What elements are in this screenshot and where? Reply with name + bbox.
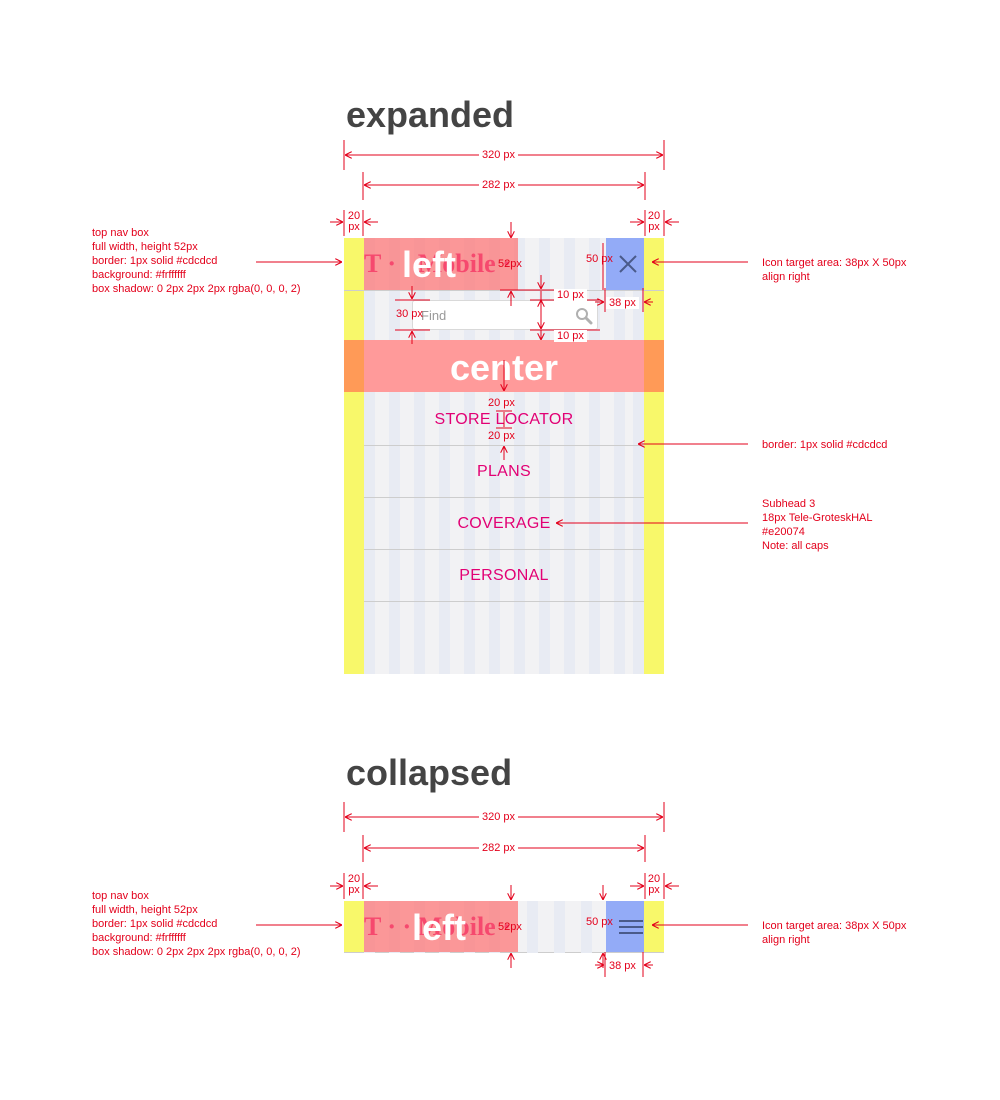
note-topnav-expanded: top nav box full width, height 52px bord… <box>92 227 301 295</box>
dim-38-label: 38 px <box>606 960 639 972</box>
left-gutter <box>344 238 364 674</box>
grid-column <box>489 238 500 674</box>
search-icon[interactable] <box>575 307 593 325</box>
menu-item-plans[interactable]: PLANS <box>477 463 531 480</box>
menu-item-personal[interactable]: PERSONAL <box>459 567 549 584</box>
close-icon[interactable] <box>606 238 644 290</box>
note-icon-collapsed: Icon target area: 38px X 50px align righ… <box>762 920 907 946</box>
dim-10-bottom-label: 10 px <box>554 330 587 342</box>
menu-item-store-locator[interactable]: STORE LOCATOR <box>434 411 574 428</box>
grid-column <box>614 238 625 674</box>
grid-column <box>527 901 538 953</box>
dim-left-gutter-label: 20 px <box>347 873 361 896</box>
dim-320-label: 320 px <box>479 149 519 161</box>
collapsed-mockup: T · · Mobile · left <box>344 901 664 953</box>
menu-divider <box>364 445 644 446</box>
hamburger-menu-icon[interactable] <box>606 901 644 952</box>
grid-column <box>439 238 450 674</box>
grid-column <box>564 238 575 674</box>
dim-right-gutter-label: 20 px <box>647 210 661 233</box>
menu-divider <box>364 601 644 602</box>
expanded-heading: expanded <box>346 94 515 135</box>
search-placeholder: Find <box>421 308 447 323</box>
close-icon-target[interactable] <box>606 238 644 290</box>
dim-320-label: 320 px <box>479 811 519 823</box>
menu-divider <box>364 549 644 550</box>
search-field[interactable]: Find <box>412 300 598 330</box>
top-nav-border <box>344 290 664 291</box>
dim-282-label: 282 px <box>479 179 519 191</box>
grid-column <box>514 238 525 674</box>
grid-column <box>464 238 475 674</box>
dim-50-label: 50 px <box>586 916 613 928</box>
left-region-overlay <box>364 901 518 952</box>
dim-52-label: 52px <box>498 921 522 933</box>
grid-column <box>589 238 600 674</box>
grid-column <box>414 238 425 674</box>
left-overlay-label: left <box>412 907 466 948</box>
dim-right-gutter-label: 20 px <box>647 873 661 896</box>
dim-30-label: 30 px <box>396 308 423 320</box>
grid-column <box>539 238 550 674</box>
dim-38-label: 38 px <box>606 297 639 309</box>
dim-left-gutter-label: 20 px <box>347 210 361 233</box>
center-overlay-label: center <box>449 347 559 388</box>
note-border: border: 1px solid #cdcdcd <box>762 439 888 451</box>
collapsed-heading: collapsed <box>346 752 513 793</box>
grid-column <box>364 238 375 674</box>
right-gutter <box>644 901 664 952</box>
menu-item-coverage[interactable]: COVERAGE <box>457 515 551 532</box>
left-region-overlay <box>364 238 518 290</box>
right-gutter <box>644 238 664 674</box>
note-icon-expanded: Icon target area: 38px X 50px align righ… <box>762 257 907 283</box>
dim-10-top-label: 10 px <box>554 289 587 301</box>
grid-column <box>581 901 592 953</box>
dim-52-label: 52px <box>498 258 522 270</box>
left-gutter <box>344 901 364 952</box>
dim-20-bottom-label: 20 px <box>488 430 515 442</box>
left-overlay-label: left <box>402 244 456 285</box>
hamburger-icon-target[interactable] <box>606 901 644 952</box>
grid-column <box>554 901 565 953</box>
note-subhead: Subhead 3 18px Tele-GroteskHAL #e20074 N… <box>762 498 873 552</box>
menu-divider <box>364 497 644 498</box>
dim-282-label: 282 px <box>479 842 519 854</box>
grid-column <box>389 238 400 674</box>
grid-column <box>633 238 644 674</box>
dim-50-label: 50 px <box>586 253 613 265</box>
dim-20-top-label: 20 px <box>488 397 515 409</box>
note-topnav-collapsed: top nav box full width, height 52px bord… <box>92 890 301 958</box>
